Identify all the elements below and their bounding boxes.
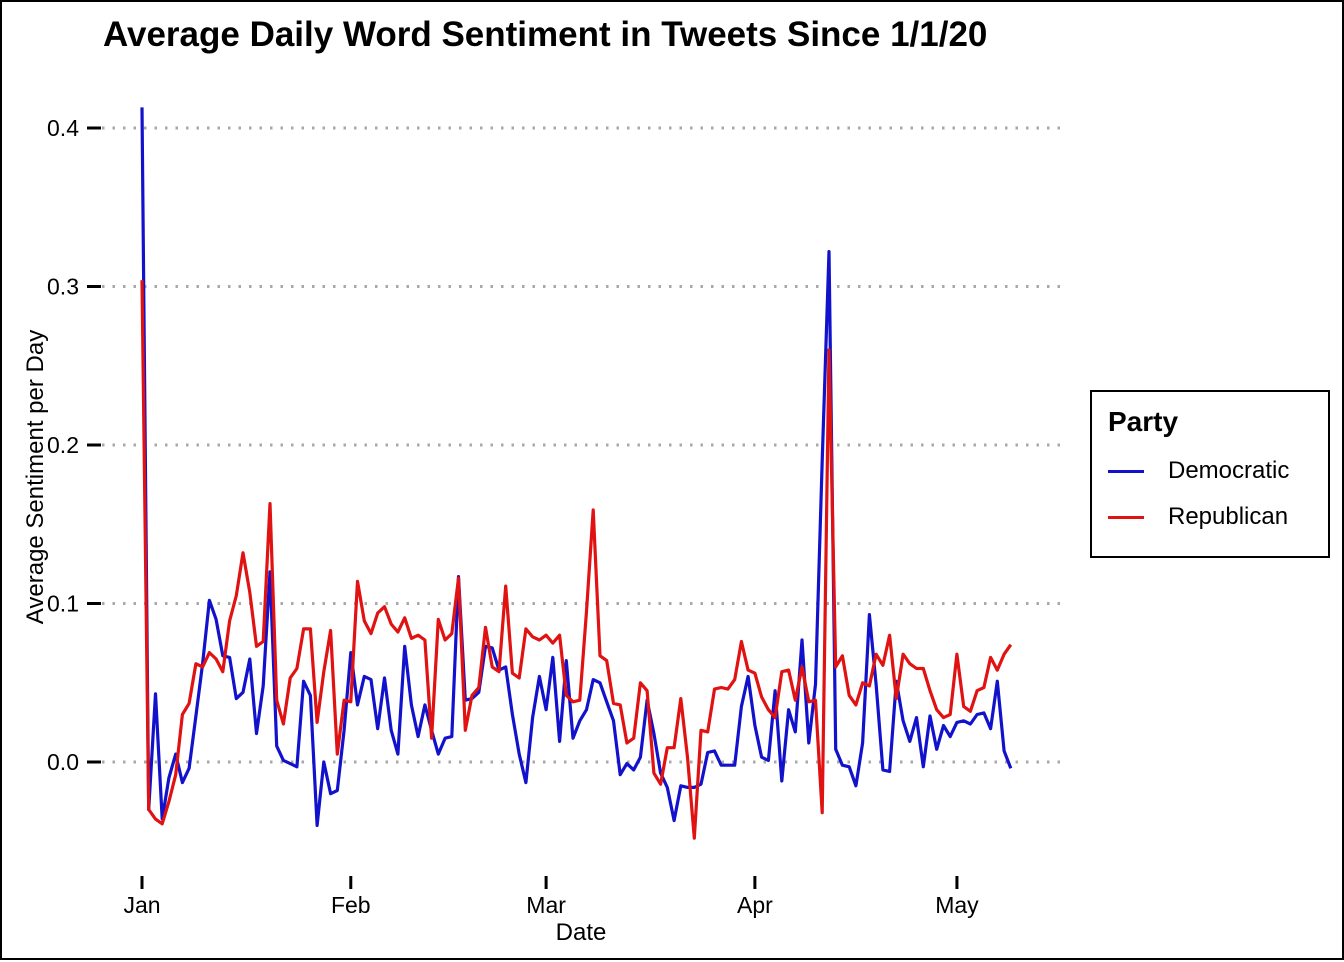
axis-ticks <box>87 126 959 889</box>
y-tick-label: 0.3 <box>47 274 79 300</box>
y-tick-label: 0.0 <box>47 749 79 775</box>
x-tick-label: Mar <box>526 892 566 918</box>
x-tick-label: May <box>935 892 979 918</box>
legend-box: Party Democratic Republican <box>1090 390 1330 558</box>
axis-tick-labels: 0.0 0.1 0.2 0.3 0.4 Jan Feb Mar Apr May <box>47 115 979 918</box>
legend-label-democratic: Democratic <box>1168 457 1290 484</box>
democratic-line <box>140 107 1013 828</box>
legend-item-republican: Republican <box>1108 494 1328 540</box>
y-axis-title: Average Sentiment per Day <box>22 329 49 625</box>
gridlines <box>102 126 1060 764</box>
y-tick-label: 0.2 <box>47 432 79 458</box>
legend-item-democratic: Democratic <box>1108 448 1328 494</box>
x-tick-label: Jan <box>123 892 160 918</box>
y-tick-label: 0.4 <box>47 115 79 141</box>
chart-title: Average Daily Word Sentiment in Tweets S… <box>103 15 988 54</box>
x-tick-label: Apr <box>737 892 773 918</box>
x-axis-title: Date <box>555 919 607 946</box>
legend-label-republican: Republican <box>1168 503 1289 530</box>
republican-line <box>140 280 1013 840</box>
democratic-line-swatch <box>1108 469 1144 473</box>
y-tick-label: 0.1 <box>47 591 79 617</box>
republican-line-swatch <box>1108 515 1144 519</box>
legend-title: Party <box>1108 406 1179 437</box>
x-tick-label: Feb <box>331 892 371 918</box>
